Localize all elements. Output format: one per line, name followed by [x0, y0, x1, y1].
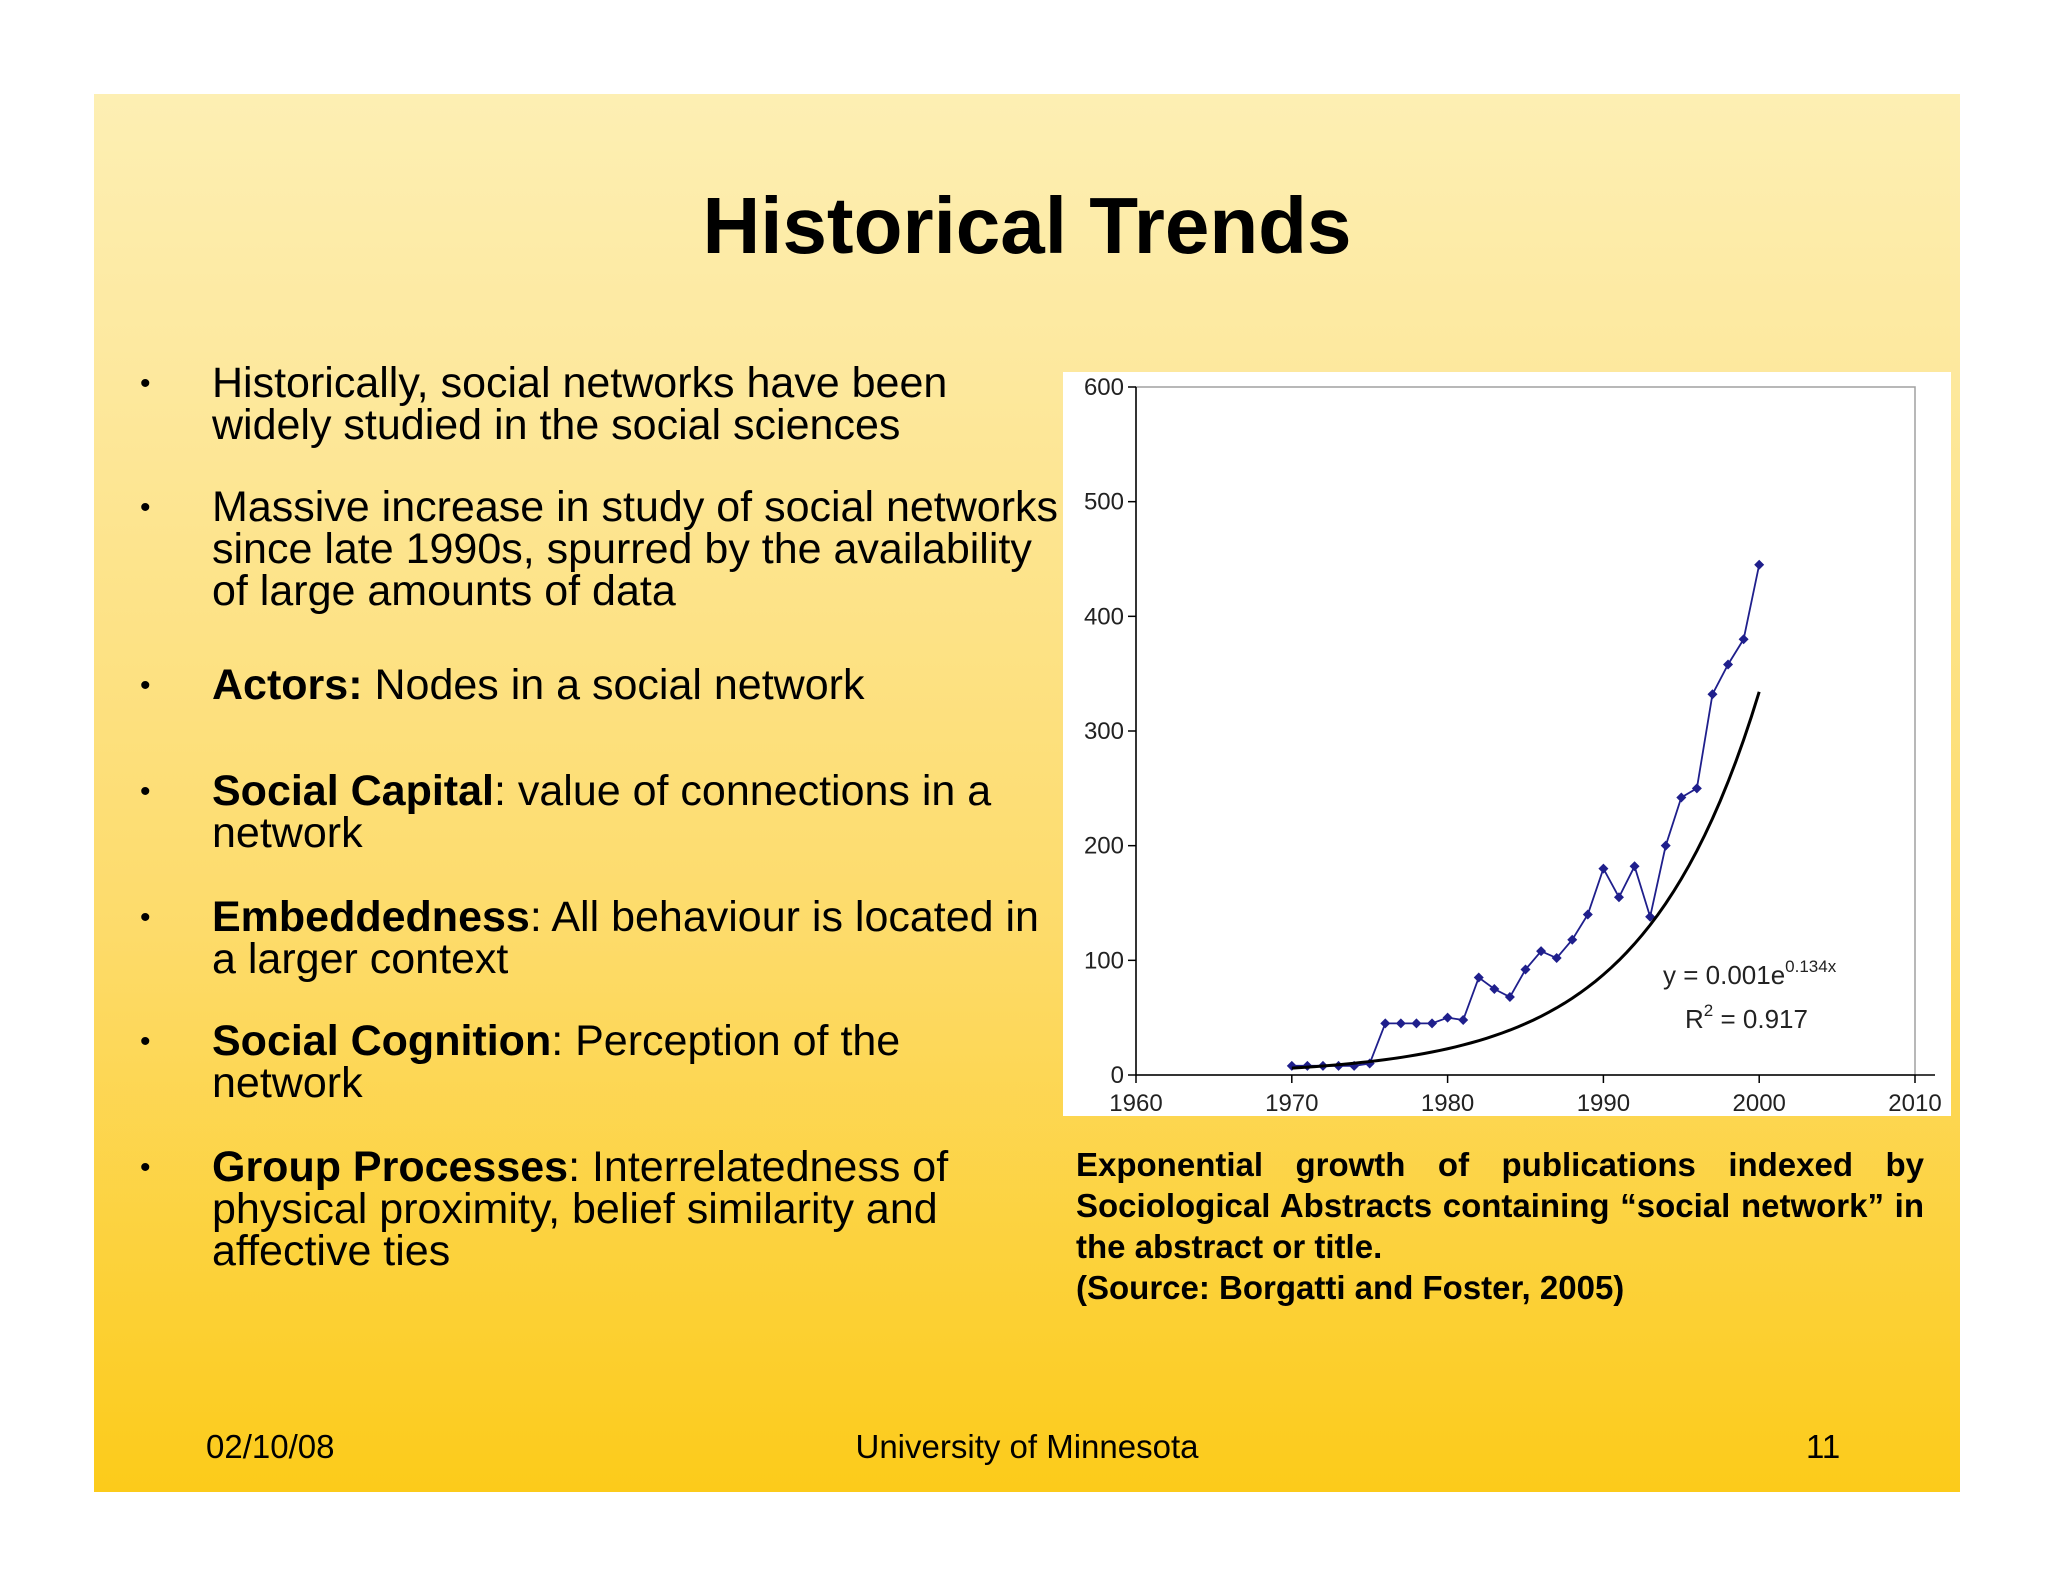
- x-tick-label: 2000: [1733, 1090, 1786, 1116]
- bullet-term: Embeddedness: [212, 893, 530, 941]
- bullet-text: Nodes in a social network: [362, 661, 865, 709]
- bullet-icon: •: [140, 775, 151, 808]
- r-squared-value: = 0.917: [1713, 1004, 1808, 1034]
- data-point: [1691, 783, 1702, 794]
- data-point: [1598, 863, 1609, 874]
- data-point: [1427, 1018, 1438, 1029]
- bullet-icon: •: [140, 367, 151, 400]
- x-tick-label: 2010: [1888, 1090, 1941, 1116]
- bullet-icon: •: [140, 491, 151, 524]
- bullet-text: Historically, social networks have been …: [212, 359, 948, 449]
- data-point: [1442, 1012, 1453, 1023]
- bullet-item: • Group Processes: Interrelatedness of p…: [140, 1143, 1062, 1275]
- bullet-item: • Historically, social networks have bee…: [140, 359, 1062, 449]
- y-tick-label: 600: [1084, 374, 1124, 401]
- bullet-item: • Embeddedness: All behaviour is located…: [140, 893, 1062, 983]
- data-point: [1754, 559, 1765, 570]
- data-point: [1411, 1018, 1422, 1029]
- publications-chart: 0 100 200 300 400 500 600 1960 1970 1980 1990 2000 2…: [1084, 374, 1942, 1117]
- bullet-text: : Interrelatedness of physical proximity…: [212, 1143, 949, 1275]
- data-point: [1613, 892, 1624, 903]
- bullet-text: : All behaviour is located in a larger c…: [212, 893, 1039, 983]
- bullet-icon: •: [140, 901, 151, 934]
- chart-panel: 0 100 200 300 400 500 600 1960 1970 1980 1990 2000 2…: [1063, 372, 1951, 1117]
- slide-title: Historical Trends: [702, 181, 1352, 270]
- data-point: [1286, 1060, 1297, 1071]
- exponential-fit-line: [1291, 691, 1761, 1070]
- x-tick-label: 1990: [1577, 1090, 1630, 1116]
- y-tick-label: 200: [1084, 833, 1124, 860]
- slide: Historical Trends • Historically, social…: [94, 94, 1960, 1492]
- fit-r-squared: R2 = 0.917: [1685, 1001, 1808, 1034]
- data-point: [1489, 984, 1500, 994]
- caption-source: (Source: Borgatti and Foster, 2005): [1076, 1269, 1625, 1306]
- data-point: [1738, 634, 1749, 645]
- bullet-term: Social Capital: [212, 767, 494, 815]
- data-point: [1536, 946, 1547, 957]
- footer-page-number: 11: [1806, 1428, 1841, 1465]
- x-tick-label: 1980: [1421, 1090, 1474, 1116]
- x-tick-label: 1970: [1265, 1090, 1318, 1116]
- bullet-term: Actors:: [212, 661, 363, 709]
- bullet-text: Massive increase in study of social netw…: [212, 483, 1059, 615]
- bullet-item: • Social Cognition: Perception of the ne…: [140, 1017, 1062, 1107]
- bullet-icon: •: [140, 1025, 151, 1058]
- bullet-text: : Perception of the network: [212, 1017, 901, 1107]
- bullet-text: : value of connections in a network: [212, 767, 992, 857]
- data-point: [1380, 1018, 1391, 1029]
- data-point: [1582, 909, 1593, 920]
- data-point: [1629, 861, 1640, 872]
- data-point: [1660, 840, 1671, 851]
- footer-date: 02/10/08: [206, 1428, 335, 1465]
- x-tick-label: 1960: [1109, 1090, 1162, 1116]
- bullet-item: • Massive increase in study of social ne…: [140, 483, 1062, 615]
- fit-equation-exponent: 0.134x: [1785, 957, 1837, 976]
- data-point: [1707, 689, 1718, 700]
- bullet-item: • Actors: Nodes in a social network: [140, 661, 1062, 709]
- data-point: [1676, 792, 1687, 803]
- data-point: [1567, 934, 1578, 945]
- caption-line: Exponential growth of publications index…: [1076, 1146, 1924, 1265]
- data-point: [1458, 1014, 1469, 1025]
- bullet-list: • Historically, social networks have bee…: [94, 94, 1960, 1492]
- bullet-icon: •: [140, 1151, 151, 1184]
- y-tick-label: 100: [1084, 947, 1124, 974]
- data-point: [1723, 659, 1734, 670]
- y-tick-label: 300: [1084, 718, 1124, 745]
- bullet-item: • Social Capital: value of connections i…: [140, 767, 1062, 857]
- plot-frame: [1135, 386, 1916, 1076]
- y-tick-label: 400: [1084, 603, 1124, 630]
- chart-caption: Exponential growth of publications index…: [1076, 1144, 1924, 1308]
- data-point: [1395, 1018, 1406, 1029]
- fit-equation: y = 0.001e0.134x: [1663, 957, 1837, 990]
- r-squared-superscript: 2: [1704, 1001, 1713, 1020]
- bullet-term: Social Cognition: [212, 1017, 552, 1065]
- y-tick-label: 0: [1111, 1062, 1124, 1089]
- y-tick-label: 500: [1084, 489, 1124, 516]
- data-point: [1520, 964, 1531, 975]
- fit-equation-base: y = 0.001e: [1663, 960, 1785, 990]
- bullet-term: Group Processes: [212, 1143, 569, 1191]
- footer-institution: University of Minnesota: [855, 1428, 1199, 1465]
- r-squared-label: R: [1685, 1004, 1704, 1034]
- data-point: [1504, 992, 1515, 1003]
- data-point: [1473, 972, 1484, 983]
- bullet-icon: •: [140, 669, 151, 702]
- data-point: [1551, 953, 1562, 964]
